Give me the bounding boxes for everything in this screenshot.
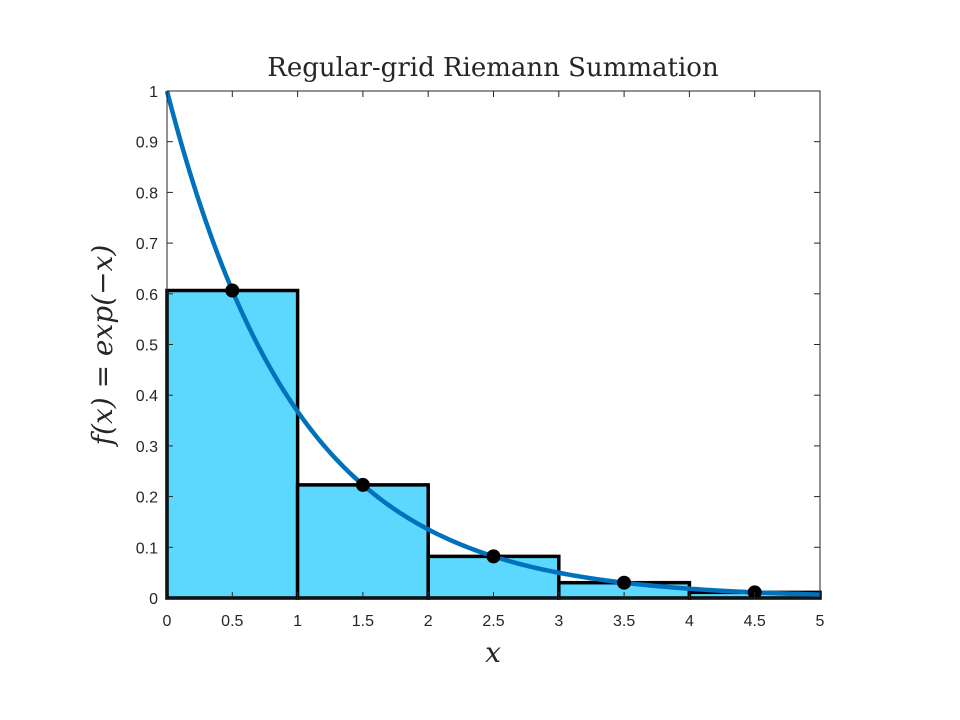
- midpoint-marker-3: [486, 549, 501, 564]
- x-tick-label: 3: [554, 613, 563, 630]
- y-tick-label: 0: [149, 591, 158, 608]
- y-tick-label: 0.7: [136, 236, 158, 253]
- axis-ticks: [166, 90, 821, 599]
- y-tick-label: 0.8: [136, 185, 158, 202]
- x-tick-label: 2: [424, 613, 433, 630]
- y-axis-label: f(x) = exp(−x): [86, 245, 119, 448]
- x-tick-label: 4: [685, 613, 694, 630]
- y-tick-labels: 0 0.1 0.2 0.3 0.4 0.5 0.6 0.7 0.8 0.9 1: [136, 84, 158, 608]
- x-tick-label: 3.5: [613, 613, 635, 630]
- x-tick-label: 4.5: [744, 613, 766, 630]
- midpoint-marker-1: [225, 283, 240, 298]
- y-tick-label: 0.5: [136, 338, 158, 355]
- x-tick-label: 2.5: [482, 613, 504, 630]
- riemann-bar-1: [165, 288, 300, 600]
- y-tick-label: 0.4: [136, 388, 158, 405]
- y-tick-label: 1: [149, 84, 158, 101]
- chart-title: Regular-grid Riemann Summation: [267, 53, 719, 83]
- x-tick-label: 5: [816, 613, 825, 630]
- midpoint-marker-4: [617, 575, 632, 590]
- y-tick-label: 0.6: [136, 287, 158, 304]
- midpoint-markers: [225, 283, 762, 600]
- y-tick-label: 0.2: [136, 490, 158, 507]
- y-tick-label: 0.9: [136, 135, 158, 152]
- y-tick-label: 0.3: [136, 439, 158, 456]
- x-axis-label: x: [485, 636, 501, 669]
- riemann-bar-2: [295, 483, 430, 600]
- x-tick-labels: 0 0.5 1 1.5 2 2.5 3 3.5 4 4.5 5: [163, 613, 825, 630]
- x-tick-label: 1.5: [352, 613, 374, 630]
- x-tick-label: 0.5: [221, 613, 243, 630]
- y-tick-label: 0.1: [136, 540, 158, 557]
- midpoint-marker-2: [355, 477, 370, 492]
- x-tick-label: 1: [293, 613, 302, 630]
- x-tick-label: 0: [163, 613, 172, 630]
